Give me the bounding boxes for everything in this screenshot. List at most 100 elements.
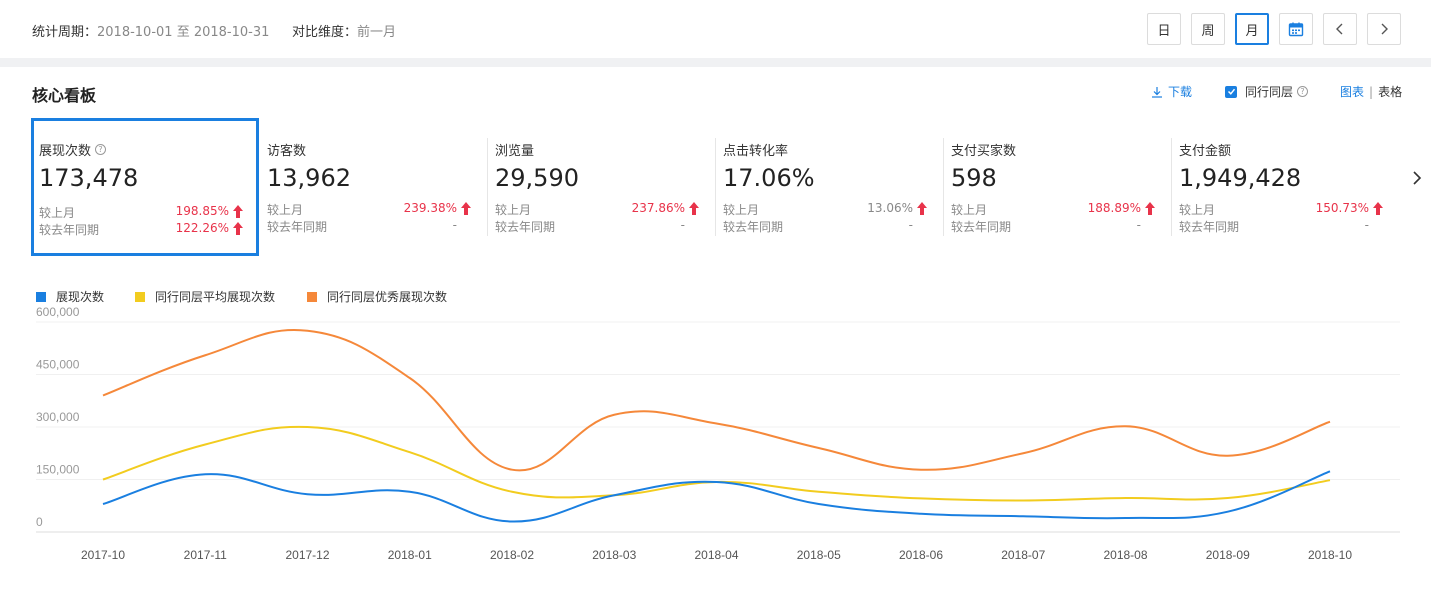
view-separator: | xyxy=(1369,84,1374,99)
arrow-up-icon xyxy=(689,202,699,215)
metric-title: 支付买家数 xyxy=(951,144,1017,159)
metric-title: 支付金额 xyxy=(1179,144,1232,159)
metric-yoy-row: 较去年同期 - xyxy=(495,218,699,234)
view-chart-tab[interactable]: 图表 xyxy=(1340,85,1365,99)
arrow-up-icon xyxy=(1373,202,1383,215)
x-tick-label: 2018-09 xyxy=(1206,548,1250,562)
legend-item[interactable]: 同行同层平均展现次数 xyxy=(135,288,275,305)
period-value: 2018-10-01 至 2018-10-31 xyxy=(97,25,270,40)
prev-period-button[interactable] xyxy=(1323,13,1357,45)
stat-period: 统计周期：2018-10-01 至 2018-10-31 xyxy=(32,21,269,40)
card-divider xyxy=(715,138,716,236)
help-icon[interactable]: ? xyxy=(95,144,107,155)
y-tick-label: 300,000 xyxy=(36,410,80,424)
legend-label: 展现次数 xyxy=(56,290,105,304)
yoy-label: 较去年同期 xyxy=(495,220,556,234)
x-tick-label: 2017-12 xyxy=(285,548,329,562)
legend-item[interactable]: 同行同层优秀展现次数 xyxy=(307,288,447,305)
panel-title: 核心看板 xyxy=(32,86,97,105)
metric-title: 点击转化率 xyxy=(723,144,789,159)
metric-value: 29,590 xyxy=(495,164,579,192)
view-table-tab[interactable]: 表格 xyxy=(1378,85,1403,99)
metric-value: 598 xyxy=(951,164,997,192)
mom-label: 较上月 xyxy=(1179,203,1216,217)
mom-label: 较上月 xyxy=(723,203,760,217)
metric-title-text: 展现次数 xyxy=(39,144,92,159)
legend-item[interactable]: 展现次数 xyxy=(36,288,104,305)
metric-card-visitors[interactable]: 访客数 13,962 较上月 239.38% 较去年同期 - xyxy=(259,118,487,256)
mom-label: 较上月 xyxy=(951,203,988,217)
metric-mom-row: 较上月 239.38% xyxy=(267,201,471,217)
x-tick-label: 2018-05 xyxy=(797,548,841,562)
compare-label: 对比维度： xyxy=(292,25,358,40)
section-separator xyxy=(0,58,1431,67)
metric-value: 13,962 xyxy=(267,164,351,192)
card-divider xyxy=(943,138,944,236)
legend-label: 同行同层优秀展现次数 xyxy=(327,290,448,304)
download-label: 下载 xyxy=(1168,85,1193,99)
arrow-up-icon xyxy=(1145,202,1155,215)
arrow-up-icon xyxy=(233,205,243,218)
x-tick-label: 2018-02 xyxy=(490,548,534,562)
x-tick-label: 2018-08 xyxy=(1103,548,1147,562)
metric-card-impressions[interactable]: 展现次数? 173,478 较上月 198.85% 较去年同期 122.26% xyxy=(31,118,259,256)
x-tick-label: 2018-01 xyxy=(388,548,432,562)
y-tick-label: 0 xyxy=(36,515,43,529)
metric-value: 17.06% xyxy=(723,164,815,192)
metric-title: 访客数 xyxy=(267,144,307,159)
next-period-button[interactable] xyxy=(1367,13,1401,45)
week-button[interactable]: 周 xyxy=(1191,13,1225,45)
card-divider xyxy=(1171,138,1172,236)
mom-value: 150.73% xyxy=(1315,201,1369,215)
x-tick-label: 2018-06 xyxy=(899,548,943,562)
mom-label: 较上月 xyxy=(495,203,532,217)
mom-value: 13.06% xyxy=(867,201,913,215)
top-bar: 统计周期：2018-10-01 至 2018-10-31 对比维度：前一月 日 … xyxy=(0,0,1431,58)
metric-card-paying-buyers[interactable]: 支付买家数 598 较上月 188.89% 较去年同期 - xyxy=(943,118,1171,256)
mom-value: 198.85% xyxy=(175,204,229,218)
metric-yoy-row: 较去年同期 - xyxy=(1179,218,1383,234)
series-line-peer-excellent xyxy=(102,329,1331,472)
period-label: 统计周期： xyxy=(32,25,98,40)
y-tick-label: 600,000 xyxy=(36,305,80,319)
calendar-button[interactable] xyxy=(1279,13,1313,45)
help-icon[interactable]: ? xyxy=(1297,86,1309,97)
mom-value: 188.89% xyxy=(1087,201,1141,215)
series-line-impressions xyxy=(102,470,1331,523)
peer-checkbox[interactable] xyxy=(1225,85,1237,98)
peer-toggle[interactable]: 同行同层 ? xyxy=(1225,83,1309,100)
download-link[interactable]: 下载 xyxy=(1151,83,1192,100)
x-tick-label: 2018-03 xyxy=(592,548,636,562)
chevron-right-icon[interactable] xyxy=(1409,168,1425,188)
peer-label: 同行同层 xyxy=(1245,85,1294,99)
compare-value: 前一月 xyxy=(357,25,397,40)
metric-yoy-row: 较去年同期 - xyxy=(267,218,471,234)
legend-swatch xyxy=(36,291,46,302)
yoy-value: 122.26% xyxy=(175,221,229,235)
metric-card-conversion-rate[interactable]: 点击转化率 17.06% 较上月 13.06% 较去年同期 - xyxy=(715,118,943,256)
metric-card-pageviews[interactable]: 浏览量 29,590 较上月 237.86% 较去年同期 - xyxy=(487,118,715,256)
chevron-right-icon xyxy=(1381,23,1388,35)
day-button[interactable]: 日 xyxy=(1147,13,1181,45)
x-tick-label: 2018-04 xyxy=(694,548,738,562)
compare-dimension: 对比维度：前一月 xyxy=(292,21,396,40)
chevron-left-icon xyxy=(1336,23,1343,35)
arrow-up-icon xyxy=(917,202,927,215)
yoy-value: - xyxy=(452,218,457,232)
card-divider xyxy=(487,138,488,236)
line-chart: 600,000 450,000 300,000 150,000 0 2017-10 2017… xyxy=(36,305,1400,562)
month-button[interactable]: 月 xyxy=(1235,13,1269,45)
view-switch: 图表 | 表格 xyxy=(1340,83,1402,100)
metric-mom-row: 较上月 198.85% xyxy=(39,204,243,220)
mom-label: 较上月 xyxy=(267,203,304,217)
yoy-label: 较去年同期 xyxy=(1179,220,1240,234)
yoy-label: 较去年同期 xyxy=(723,220,784,234)
legend-swatch xyxy=(135,291,145,302)
arrow-up-icon xyxy=(233,222,243,235)
x-tick-label: 2018-10 xyxy=(1308,548,1352,562)
metric-title: 展现次数? xyxy=(39,140,107,159)
series-line-peer-average xyxy=(102,425,1331,502)
calendar-icon xyxy=(1288,22,1304,37)
y-tick-label: 150,000 xyxy=(36,463,80,477)
metric-card-payment-amount[interactable]: 支付金额 1,949,428 较上月 150.73% 较去年同期 - xyxy=(1171,118,1399,256)
